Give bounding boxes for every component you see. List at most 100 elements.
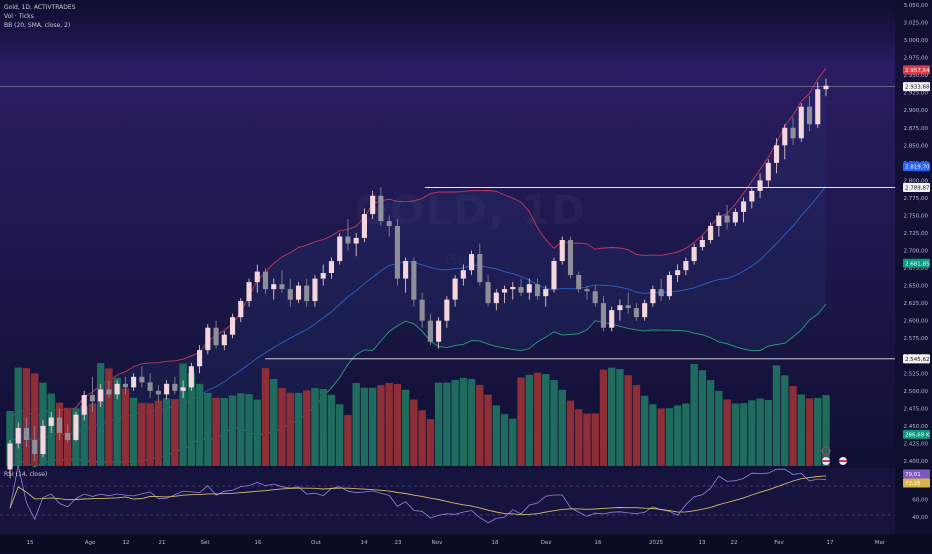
volume-bar xyxy=(171,399,179,466)
price-badge xyxy=(903,258,930,268)
time-tick-label: Mar xyxy=(875,540,886,546)
candle-body xyxy=(320,272,326,279)
candle-body xyxy=(295,285,302,300)
candle-body xyxy=(246,282,252,302)
candle-body xyxy=(394,225,400,279)
price-tick-label: 2.575,00 xyxy=(904,336,929,342)
candle-body xyxy=(691,247,697,262)
volume-bar xyxy=(204,392,212,466)
price-badge-label: 2.545,62 xyxy=(905,357,930,363)
price-tick-label: 2.775,00 xyxy=(904,196,929,202)
volume-bar xyxy=(772,365,781,466)
candle-body xyxy=(757,180,763,191)
time-tick-label: Set xyxy=(200,540,210,546)
time-tick-label: Dez xyxy=(541,540,552,546)
candle-body xyxy=(106,389,112,395)
legend-bollinger[interactable]: BB (20, SMA, close, 2) xyxy=(4,22,71,29)
volume-bar xyxy=(756,398,764,466)
flag-stripe-br xyxy=(822,460,830,462)
price-tick-label: 2.525,00 xyxy=(904,371,929,377)
candle-body xyxy=(155,390,161,395)
dividend-marker-icon[interactable] xyxy=(821,446,831,456)
volume-bar xyxy=(484,394,492,466)
price-tick-label: 2.925,00 xyxy=(904,91,929,97)
candle-body xyxy=(699,240,705,248)
volume-bar xyxy=(360,387,369,466)
legend-rsi[interactable]: RSI (14, close) xyxy=(4,471,48,478)
candle-body xyxy=(81,395,87,415)
candle-body xyxy=(122,383,128,388)
volume-bar xyxy=(335,404,344,466)
volume-bar xyxy=(162,398,171,466)
candle-body xyxy=(271,284,277,290)
candle-body xyxy=(114,383,120,395)
volume-bar xyxy=(632,384,641,466)
volume-bar xyxy=(492,405,501,466)
volume-bar xyxy=(525,374,533,466)
volume-bar xyxy=(237,393,245,466)
price-badge-label: 2.789,87 xyxy=(905,185,930,191)
volume-bar xyxy=(616,369,624,466)
candle-body xyxy=(419,299,425,321)
candle-body xyxy=(7,443,13,470)
candle-body xyxy=(221,334,227,346)
volume-bar xyxy=(228,395,237,466)
candle-body xyxy=(625,305,631,309)
volume-bar xyxy=(797,394,805,466)
candle-body xyxy=(48,417,54,426)
time-tick-label: 17 xyxy=(827,540,834,546)
candle-body xyxy=(567,240,574,276)
time-tick-label: 16 xyxy=(595,540,602,546)
candle-body xyxy=(782,127,788,146)
volume-bar xyxy=(542,374,550,466)
candle-body xyxy=(559,240,565,262)
event-markers xyxy=(821,446,847,465)
legend-symbol[interactable]: Gold, 1D, ACTIVTRADES xyxy=(4,4,76,11)
rsi-lines xyxy=(0,465,895,524)
candle-body xyxy=(716,215,722,226)
volume-bar xyxy=(154,400,163,466)
price-tick-label: 2.950,00 xyxy=(904,73,929,79)
symbol-watermark: GOLD, 1D xyxy=(355,188,587,234)
candle-body xyxy=(765,162,771,181)
volume-bar xyxy=(418,410,426,466)
time-tick-label: 22 xyxy=(731,540,738,546)
candle-body xyxy=(40,425,46,454)
volume-bar xyxy=(665,408,674,466)
volume-bar xyxy=(80,405,88,466)
volume-bar xyxy=(253,399,261,466)
volume-bar xyxy=(401,389,410,466)
candle-body xyxy=(229,317,236,335)
volume-bar xyxy=(690,364,698,466)
candle-body xyxy=(600,303,607,328)
volume-bar xyxy=(566,400,575,466)
volume-bar xyxy=(640,395,649,466)
candle-body xyxy=(683,261,689,271)
price-tick-label: 3.050,00 xyxy=(904,3,929,9)
volume-bar xyxy=(6,411,14,466)
candle-body xyxy=(576,275,582,290)
volume-bar xyxy=(715,390,723,466)
candle-body xyxy=(460,270,466,279)
candle-body xyxy=(254,271,260,283)
candle-body xyxy=(238,301,244,318)
legend-volume[interactable]: Vol · Ticks xyxy=(4,13,34,20)
volume-bar xyxy=(344,415,352,466)
candle-body xyxy=(213,327,219,346)
price-badge xyxy=(903,429,930,439)
rsi-badge xyxy=(903,469,930,479)
price-tick-label: 2.500,00 xyxy=(904,389,929,395)
volume-bar xyxy=(509,418,517,466)
volume-bar xyxy=(673,405,682,466)
volume-bar xyxy=(706,380,715,466)
time-tick-label: 12 xyxy=(123,540,130,546)
time-tick-label: Out xyxy=(311,540,322,546)
time-tick-label: 13 xyxy=(699,540,706,546)
volume-bar xyxy=(245,394,253,466)
price-badge-label: 2.681,85 xyxy=(905,261,930,267)
candle-body xyxy=(518,287,524,293)
candle-body xyxy=(32,439,38,454)
candle-body xyxy=(337,236,343,262)
